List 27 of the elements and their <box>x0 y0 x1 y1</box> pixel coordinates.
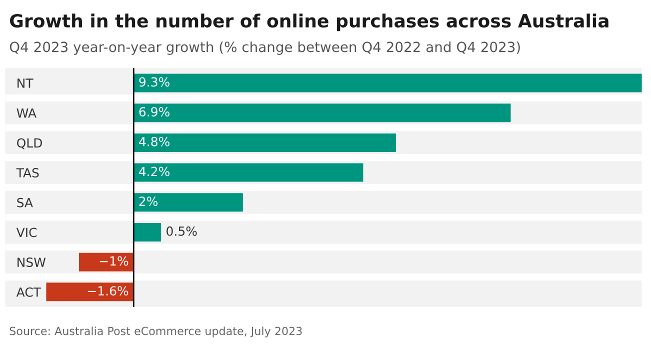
y-tick-label: VIC <box>16 228 37 238</box>
y-tick-label: SA <box>17 198 33 208</box>
y-tick-label: TAS <box>16 168 39 178</box>
bar <box>78 252 134 272</box>
y-tick-label: NSW <box>18 258 46 268</box>
source-note: Source: Australia Post eCommerce update, July 2023 <box>10 326 302 338</box>
y-tick-label: WA <box>16 108 36 118</box>
y-tick-label: ACT <box>16 287 42 297</box>
bar <box>134 193 243 212</box>
data-label: −1% <box>100 256 128 266</box>
bar <box>134 133 396 152</box>
data-label: 4.8% <box>139 136 170 146</box>
data-label: 6.9% <box>139 107 170 116</box>
bar <box>134 222 161 242</box>
data-label: 4.2% <box>139 166 170 176</box>
bar <box>46 282 134 302</box>
bar <box>134 104 511 122</box>
y-tick-label: NT <box>18 78 34 88</box>
y-tick-label: QLD <box>17 138 42 150</box>
data-label: 0.5% <box>166 226 197 236</box>
chart-title: Growth in the number of online purchases across Australia <box>10 14 608 32</box>
chart-subtitle: Q4 2023 year-on-year growth (% change between Q4 2022 and Q4 2023) <box>10 41 520 55</box>
data-label: −1.6% <box>88 286 128 296</box>
bar <box>134 163 364 182</box>
data-label: 2% <box>139 196 158 206</box>
bar <box>134 74 642 92</box>
data-label: 9.3% <box>139 77 170 87</box>
